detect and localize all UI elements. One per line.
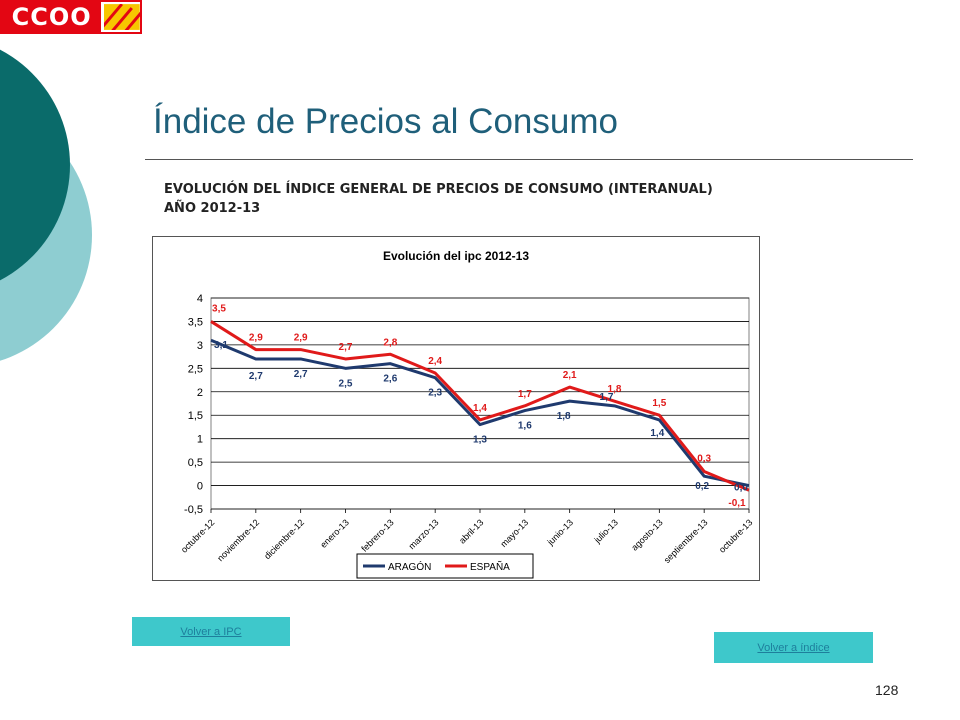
data-label-espana: 1,5 — [652, 398, 666, 409]
data-label-espana: 0,3 — [697, 453, 711, 464]
y-tick-label: 0 — [197, 481, 203, 493]
y-tick-label: 1 — [197, 434, 203, 446]
data-label-aragon: 1,8 — [557, 411, 571, 422]
data-label-aragon: 1,7 — [600, 392, 614, 403]
data-label-aragon: 0,0 — [734, 483, 748, 494]
volver-indice-button[interactable]: Volver a índice — [714, 632, 873, 663]
data-label-espana: 2,8 — [383, 337, 397, 348]
x-tick-label: octubre-13 — [717, 517, 754, 554]
volver-ipc-button[interactable]: Volver a IPC — [132, 617, 290, 646]
data-label-espana: -0,1 — [728, 498, 746, 509]
aragon-flag-icon — [104, 4, 140, 30]
ccoo-logo: CCOO — [0, 0, 142, 34]
x-tick-label: julio-13 — [592, 517, 620, 545]
data-label-espana: 1,4 — [473, 403, 487, 414]
data-label-espana: 1,8 — [608, 384, 622, 395]
data-label-aragon: 2,6 — [383, 374, 397, 385]
legend-label-aragon: ARAGÓN — [388, 560, 431, 573]
x-tick-label: diciembre-12 — [262, 517, 306, 561]
x-tick-label: octubre-12 — [179, 517, 216, 554]
data-label-aragon: 1,3 — [473, 435, 487, 446]
data-label-espana: 2,9 — [294, 333, 308, 344]
title-divider — [145, 159, 913, 160]
page-number: 128 — [875, 682, 899, 698]
ipc-line-chart: Evolución del ipc 2012-13 4 3,5 3 2,5 2 1,5 1 0,… — [179, 249, 754, 579]
logo-text: CCOO — [2, 2, 102, 32]
x-tick-label: febrero-13 — [359, 517, 395, 553]
data-label-espana: 2,7 — [339, 342, 353, 353]
y-tick-label: -0,5 — [184, 504, 203, 516]
x-tick-label: noviembre-12 — [215, 517, 261, 563]
subtitle-line-1: EVOLUCIÓN DEL ÍNDICE GENERAL DE PRECIOS … — [164, 182, 713, 197]
x-tick-label: agosto-13 — [629, 517, 664, 552]
x-tick-label: junio-13 — [545, 517, 575, 547]
y-tick-label: 0,5 — [188, 457, 203, 469]
data-label-aragon: 2,7 — [294, 369, 308, 380]
data-label-espana: 1,7 — [518, 389, 532, 400]
data-label-espana: 2,4 — [428, 356, 442, 367]
legend-label-espana: ESPAÑA — [470, 560, 510, 573]
data-label-aragon: 2,5 — [339, 378, 353, 389]
chart-title: Evolución del ipc 2012-13 — [383, 249, 529, 263]
data-label-espana: 2,1 — [563, 370, 577, 381]
data-label-espana: 3,5 — [212, 303, 226, 314]
data-label-aragon: 1,6 — [518, 421, 532, 432]
data-label-aragon: 2,3 — [428, 388, 442, 399]
page-title: Índice de Precios al Consumo — [153, 102, 618, 141]
y-tick-label: 1,5 — [188, 410, 203, 422]
y-tick-label: 3 — [197, 340, 203, 352]
data-label-aragon: 2,7 — [249, 371, 263, 382]
x-tick-label: abril-13 — [457, 517, 485, 545]
x-tick-label: mayo-13 — [498, 517, 530, 549]
y-tick-label: 2,5 — [188, 363, 203, 375]
series-line-espana — [210, 320, 750, 492]
dark-teal-circle — [0, 49, 70, 281]
data-label-aragon: 1,4 — [650, 428, 664, 439]
decorative-circles — [0, 49, 92, 361]
y-tick-label: 2 — [197, 387, 203, 399]
chart-container: Evolución del ipc 2012-13 4 3,5 3 2,5 2 1,5 1 0,… — [152, 236, 760, 581]
data-label-aragon: 3,1 — [214, 340, 228, 351]
data-label-aragon: 0,2 — [695, 481, 709, 492]
data-label-espana: 2,9 — [249, 333, 263, 344]
series-line-aragon — [210, 338, 750, 488]
x-tick-label: septiembre-13 — [662, 517, 710, 565]
y-tick-label: 4 — [197, 293, 203, 305]
x-tick-label: marzo-13 — [407, 517, 441, 551]
subtitle-line-2: AÑO 2012-13 — [164, 201, 261, 216]
x-tick-label: enero-13 — [318, 517, 351, 550]
y-tick-label: 3,5 — [188, 316, 203, 328]
chart-subtitle: EVOLUCIÓN DEL ÍNDICE GENERAL DE PRECIOS … — [164, 180, 713, 218]
